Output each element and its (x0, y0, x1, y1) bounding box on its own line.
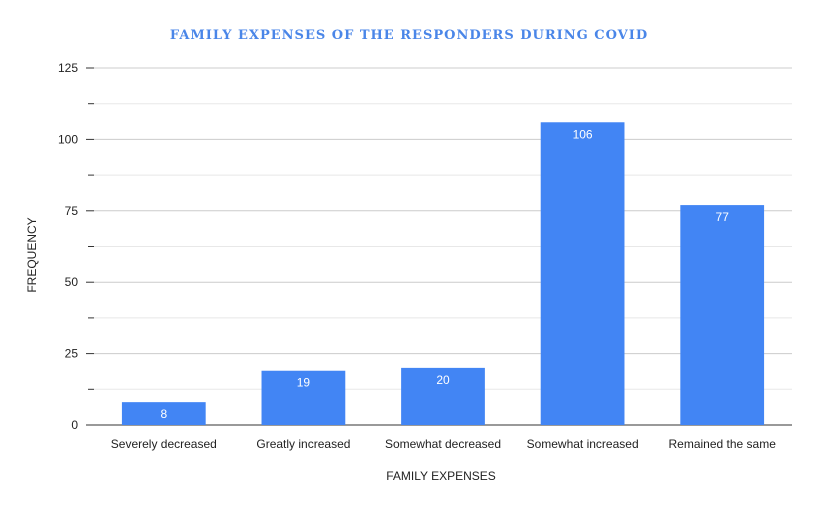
x-tick-label: Greatly increased (256, 437, 350, 451)
bar (401, 367, 485, 425)
x-tick-label: Severely decreased (111, 437, 217, 451)
y-tick-label: 125 (58, 61, 78, 75)
labels: 0 25 50 75 100 125 8 Severely decreased 19 Greatl… (58, 61, 776, 451)
gridlines (94, 67, 792, 390)
y-tick-label: 50 (65, 275, 79, 289)
x-axis-title: FAMILY EXPENSES (386, 469, 496, 483)
bar (540, 122, 625, 425)
bar (121, 402, 206, 425)
x-tick-label: Somewhat increased (527, 437, 639, 451)
data-label: 106 (573, 127, 593, 141)
data-label: 20 (436, 373, 450, 387)
y-tick-label: 0 (71, 418, 78, 432)
data-label: 19 (297, 376, 311, 390)
x-tick-label: Remained the same (669, 437, 777, 451)
bar (680, 205, 765, 425)
y-tick-label: 75 (65, 204, 79, 218)
bar (261, 370, 346, 425)
data-label: 8 (160, 407, 167, 421)
chart-title: FAMILY EXPENSES OF THE RESPONDERS DURING… (170, 28, 648, 43)
bars (121, 122, 765, 425)
x-tick-label: Somewhat decreased (385, 437, 501, 451)
y-tick-label: 100 (58, 132, 78, 146)
y-axis-title: FREQUENCY (25, 217, 39, 292)
y-tick-label: 25 (65, 347, 79, 361)
data-label: 77 (716, 210, 730, 224)
